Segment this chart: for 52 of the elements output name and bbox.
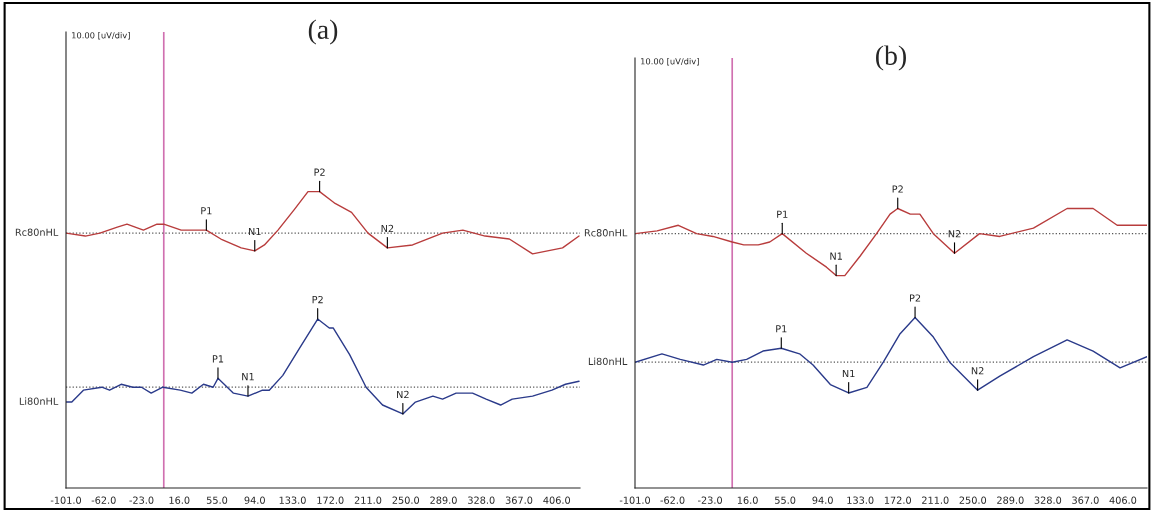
annotation: P1	[201, 207, 212, 215]
x-tick-label: 55.0	[775, 496, 796, 504]
x-tick-label: 16.0	[169, 496, 190, 504]
annotation: N1	[830, 252, 842, 260]
annotation: P2	[909, 294, 921, 302]
x-tick-label: 328.0	[468, 496, 495, 504]
x-tick-label: 250.0	[959, 496, 987, 504]
x-tick-label: -101.0	[50, 496, 82, 504]
x-tick-label: 172.0	[884, 496, 912, 504]
x-tick-label: 406.0	[543, 496, 571, 504]
text: 10.00 [uV/div]	[641, 58, 699, 66]
annotation: N1	[248, 227, 261, 235]
annotation: P1	[212, 355, 224, 363]
text: 10.00 [uV/div]	[72, 32, 130, 40]
x-tick-label: -62.0	[660, 496, 685, 504]
x-tick-label: 367.0	[1072, 496, 1099, 504]
x-tick-label: 250.0	[392, 496, 420, 504]
x-tick-label: -62.0	[91, 496, 116, 504]
annotation: N2	[948, 230, 961, 238]
annotation: P2	[312, 295, 323, 304]
series-label: Li80nHL	[588, 357, 628, 366]
x-tick-label: 133.0	[847, 496, 874, 504]
x-tick-label: 94.0	[244, 496, 265, 504]
x-tick-label: 328.0	[1034, 496, 1062, 504]
x-tick-label: 289.0	[997, 496, 1024, 504]
annotation: N2	[381, 224, 394, 233]
x-tick-label: 289.0	[430, 496, 457, 504]
x-tick-label: 211.0	[922, 496, 949, 504]
x-tick-label: -23.0	[697, 496, 722, 504]
chart-title: (a)	[308, 19, 338, 45]
x-tick-label: 55.0	[206, 496, 228, 504]
x-tick-label: 133.0	[279, 496, 306, 504]
annotation: N2	[397, 390, 409, 398]
x-tick-label: 94.0	[812, 496, 833, 504]
annotation: N1	[242, 373, 254, 381]
x-tick-label: 16.0	[737, 496, 758, 504]
annotation: P2	[314, 168, 325, 176]
x-tick-label: -101.0	[619, 496, 651, 504]
annotation: P2	[892, 185, 903, 193]
series-label: Rc80nHL	[584, 229, 628, 237]
annotation: P1	[776, 325, 787, 333]
chart-title: (b)	[876, 45, 906, 71]
x-tick-label: -23.0	[129, 496, 154, 504]
x-tick-label: 172.0	[317, 496, 344, 504]
x-tick-label: 211.0	[354, 496, 382, 504]
series-label: Rc80nHL	[15, 228, 59, 236]
annotation: P1	[777, 210, 788, 218]
x-tick-label: 406.0	[1109, 496, 1137, 504]
x-tick-label: 367.0	[505, 496, 533, 504]
annotation: N2	[971, 367, 984, 375]
series-label: Li80nHL	[19, 397, 59, 405]
annotation: N1	[842, 369, 855, 378]
